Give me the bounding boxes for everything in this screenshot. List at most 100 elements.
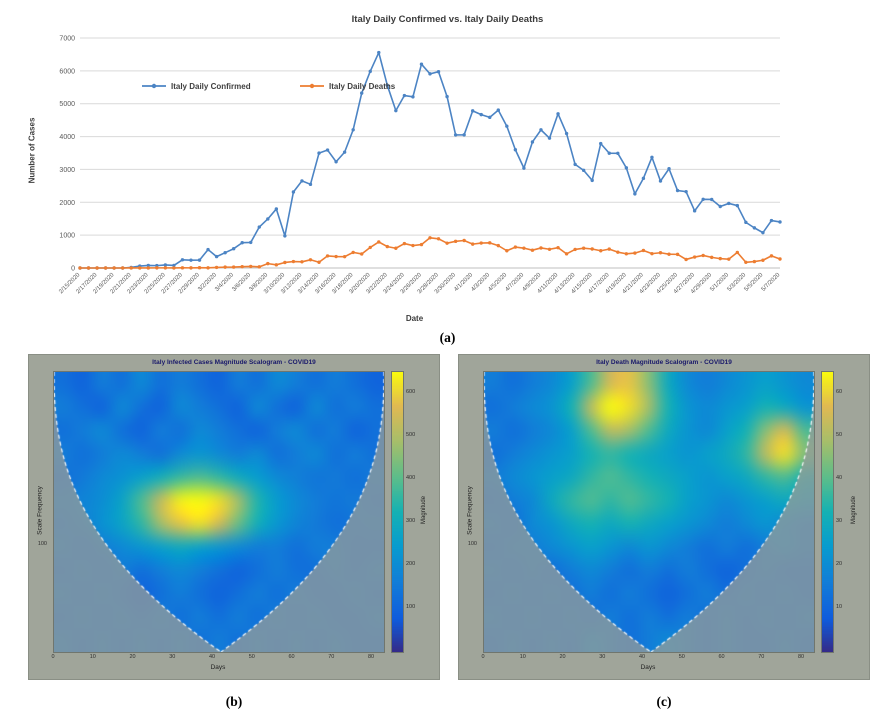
data-marker — [590, 178, 594, 183]
data-marker — [436, 237, 441, 241]
data-marker — [308, 258, 313, 262]
data-marker — [607, 151, 611, 155]
data-marker — [266, 217, 270, 221]
data-marker — [249, 264, 253, 269]
data-marker — [274, 263, 279, 267]
data-marker — [658, 251, 663, 255]
data-marker — [368, 245, 372, 250]
data-marker — [573, 162, 577, 167]
data-marker — [283, 234, 287, 238]
data-marker — [163, 266, 168, 270]
data-marker — [436, 70, 441, 74]
data-marker — [564, 252, 569, 256]
data-marker — [214, 265, 219, 270]
data-marker — [385, 244, 390, 249]
data-marker — [599, 141, 603, 146]
colorbar-tick-labels: 10 20 30 40 50 60 — [836, 371, 860, 651]
data-marker — [488, 115, 492, 120]
data-marker — [769, 218, 774, 223]
panel-label-c: (c) — [656, 694, 672, 709]
data-marker — [573, 247, 577, 252]
colorbar-tick-label: 30 — [836, 518, 843, 525]
chart-title: Italy Daily Confirmed vs. Italy Daily De… — [351, 14, 544, 25]
data-marker — [197, 258, 202, 262]
data-marker — [146, 266, 150, 270]
data-marker — [581, 168, 586, 173]
data-marker — [291, 259, 296, 264]
data-marker — [394, 246, 398, 250]
data-marker — [214, 254, 219, 259]
data-marker — [411, 243, 415, 248]
data-marker — [445, 241, 449, 245]
data-marker — [778, 220, 782, 224]
colorbar-tick-label: 10 — [836, 604, 843, 611]
data-marker — [206, 247, 210, 252]
data-marker — [231, 247, 236, 251]
data-marker — [624, 166, 629, 170]
data-marker — [146, 263, 150, 268]
data-marker — [752, 259, 757, 264]
data-marker — [641, 248, 646, 253]
series-line — [80, 237, 781, 269]
data-marker — [291, 190, 296, 194]
data-marker — [300, 179, 304, 183]
data-marker — [564, 131, 569, 136]
data-marker — [667, 252, 671, 256]
x-tick-label: 60 — [288, 654, 295, 660]
data-marker — [180, 258, 185, 262]
data-marker — [556, 112, 560, 116]
data-marker — [445, 94, 449, 99]
x-tick-label: 20 — [129, 654, 136, 660]
data-marker — [462, 133, 466, 137]
data-marker — [86, 266, 91, 270]
data-marker — [351, 250, 355, 255]
data-marker — [317, 151, 321, 155]
x-axis-title: Date — [405, 314, 424, 323]
data-marker — [581, 246, 586, 250]
colorbar-tick-label: 60 — [836, 389, 843, 396]
data-marker — [633, 251, 637, 255]
legend-marker — [151, 83, 157, 89]
colorbar-tick-label: 50 — [836, 432, 843, 439]
data-marker — [496, 108, 500, 112]
data-marker — [342, 254, 347, 259]
data-marker — [163, 263, 168, 267]
data-marker — [616, 250, 620, 254]
scalogram-infected-figure: Italy Infected Cases Magnitude Scalogram… — [28, 354, 440, 680]
colorbar — [391, 371, 404, 653]
data-marker — [342, 150, 347, 154]
scalogram-heatmap — [483, 371, 815, 653]
data-marker — [513, 148, 518, 152]
data-marker — [240, 241, 244, 245]
x-tick-label: 30 — [169, 654, 176, 660]
data-marker — [419, 62, 424, 66]
data-marker — [300, 260, 304, 264]
data-marker — [752, 226, 757, 230]
data-marker — [658, 179, 663, 183]
data-marker — [727, 201, 731, 206]
y-axis-title: Number of Cases — [27, 117, 37, 184]
data-marker — [539, 128, 543, 132]
data-marker — [206, 266, 210, 270]
data-marker — [368, 69, 372, 74]
scalogram-heatmap — [53, 371, 385, 653]
data-marker — [744, 260, 748, 264]
data-marker — [761, 258, 765, 262]
x-tick-label: 10 — [89, 654, 96, 660]
data-marker — [402, 241, 407, 246]
colorbar-tick-label: 40 — [836, 475, 843, 482]
data-marker — [257, 225, 261, 229]
data-marker — [428, 72, 432, 76]
data-marker — [556, 245, 560, 250]
data-marker — [223, 265, 227, 269]
data-marker — [684, 257, 688, 262]
data-marker — [701, 253, 705, 258]
data-marker — [470, 242, 475, 246]
y-tick-labels: 100 — [29, 371, 50, 651]
data-marker — [675, 188, 680, 193]
data-marker — [522, 246, 526, 250]
data-marker — [505, 249, 509, 253]
scalogram-deaths-title: Italy Death Magnitude Scalogram - COVID1… — [596, 359, 732, 366]
data-marker — [394, 108, 398, 113]
